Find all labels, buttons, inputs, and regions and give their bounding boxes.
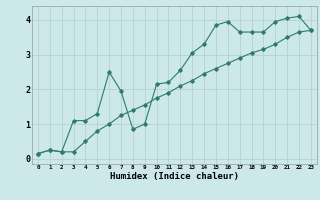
- X-axis label: Humidex (Indice chaleur): Humidex (Indice chaleur): [110, 172, 239, 181]
